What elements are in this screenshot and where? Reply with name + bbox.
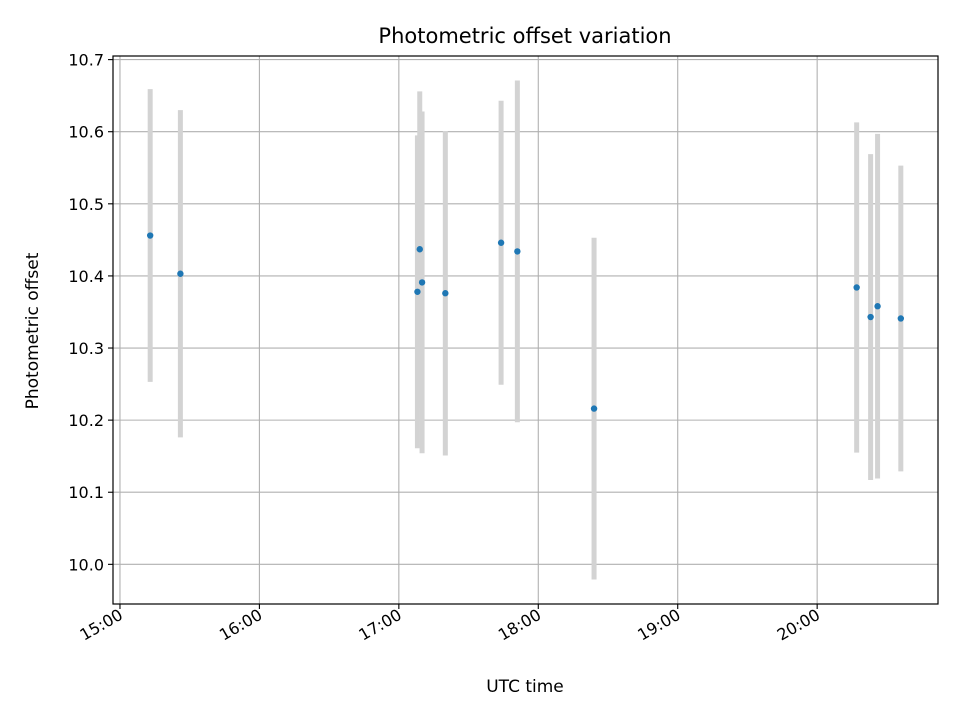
x-tick-label: 17:00 — [355, 605, 404, 645]
errorbars — [147, 80, 904, 580]
chart-title: Photometric offset variation — [378, 24, 671, 48]
y-tick-label: 10.4 — [68, 267, 104, 286]
x-tick-label: 16:00 — [216, 605, 265, 645]
grid — [113, 56, 938, 604]
x-tick-label: 15:00 — [77, 605, 126, 645]
data-point — [897, 315, 905, 322]
data-point — [514, 248, 521, 255]
y-tick-label: 10.0 — [68, 555, 104, 574]
y-tick-label: 10.1 — [68, 483, 104, 502]
data-point — [874, 303, 881, 310]
y-tick-label: 10.2 — [68, 411, 104, 430]
data-point — [590, 405, 598, 412]
data-point — [867, 313, 874, 321]
y-axis-label: Photometric offset — [23, 252, 43, 409]
data-point — [146, 232, 154, 239]
data-point — [416, 246, 423, 253]
y-tick-label: 10.5 — [68, 195, 104, 214]
data-point — [177, 270, 184, 277]
data-point — [414, 288, 421, 295]
x-tick-label: 19:00 — [634, 605, 683, 645]
plot-frame — [112, 55, 939, 605]
y-tick-label: 10.7 — [68, 51, 104, 70]
data-points — [146, 232, 905, 412]
x-tick-label: 18:00 — [495, 605, 544, 645]
y-tick-label: 10.6 — [68, 123, 104, 142]
data-point — [418, 279, 426, 286]
data-point — [442, 290, 449, 297]
x-axis-label: UTC time — [486, 677, 564, 697]
x-tick-label: 20:00 — [774, 605, 823, 645]
y-tick-label: 10.3 — [68, 339, 104, 358]
data-point — [853, 284, 860, 291]
data-point — [497, 239, 505, 246]
